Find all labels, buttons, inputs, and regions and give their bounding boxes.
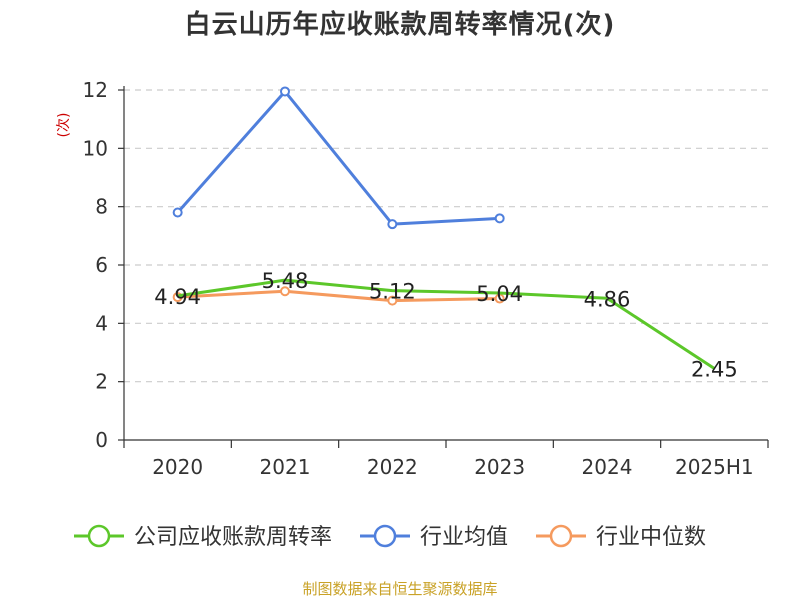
data-label: 2.45: [691, 358, 738, 382]
series-point-1: [280, 86, 290, 97]
y-tick-label: 2: [95, 370, 108, 394]
legend: 公司应收账款周转率 行业均值 行业中位数: [74, 524, 706, 550]
series-line-1: [176, 89, 500, 226]
series-line-2: [177, 289, 500, 303]
x-tick-label: 2022: [367, 455, 418, 479]
x-tick-label: 2025H1: [675, 455, 754, 479]
legend-swatch-marker: [549, 524, 573, 548]
series-line-0: [177, 278, 716, 370]
legend-label: 公司应收账款周转率: [134, 525, 332, 550]
x-tick-label: 2023: [474, 455, 525, 479]
series-point-1: [387, 219, 398, 230]
legend-swatch-marker: [87, 524, 111, 548]
y-tick-label: 6: [95, 253, 108, 277]
legend-item-1: 行业均值: [360, 524, 508, 550]
data-label: 5.04: [476, 282, 523, 306]
y-tick-label: 10: [83, 136, 108, 160]
series-point-2: [387, 295, 398, 306]
grid-lines: [124, 89, 768, 383]
data-labels: 4.94 5.48 5.12 5.04 4.86 2.45: [154, 269, 737, 381]
y-tick-label: 4: [95, 311, 108, 335]
series-point-2: [280, 286, 290, 297]
chart-title: 白云山历年应收账款周转率情况(次): [184, 10, 616, 40]
y-axis-unit-label: (次): [56, 113, 72, 138]
legend-item-2: 行业中位数: [536, 524, 706, 550]
y-tick-label: 0: [95, 428, 108, 452]
series-point-2: [494, 293, 505, 304]
legend-item-0: 公司应收账款周转率: [74, 524, 332, 550]
legend-label: 行业中位数: [596, 525, 706, 550]
series-lines: [172, 86, 716, 370]
source-note: 制图数据来自恒生聚源数据库: [302, 580, 498, 598]
data-label: 4.94: [154, 285, 201, 309]
y-tick-label: 8: [95, 195, 108, 219]
y-tick-label: 12: [83, 78, 108, 102]
x-tick-label: 2020: [152, 455, 203, 479]
x-tick-label: 2021: [260, 455, 311, 479]
series-point-1: [172, 207, 183, 218]
legend-swatch-marker: [373, 524, 397, 548]
data-label: 4.86: [584, 287, 631, 311]
x-tick-label: 2024: [582, 455, 633, 479]
axes: 0 2 4 6 8 10 12 2020 2021 2022 2023 2024 2025H1: [83, 78, 769, 479]
legend-label: 行业均值: [420, 525, 508, 550]
series-point-1: [494, 213, 505, 224]
data-label: 5.12: [369, 280, 416, 304]
data-label: 5.48: [262, 269, 309, 293]
